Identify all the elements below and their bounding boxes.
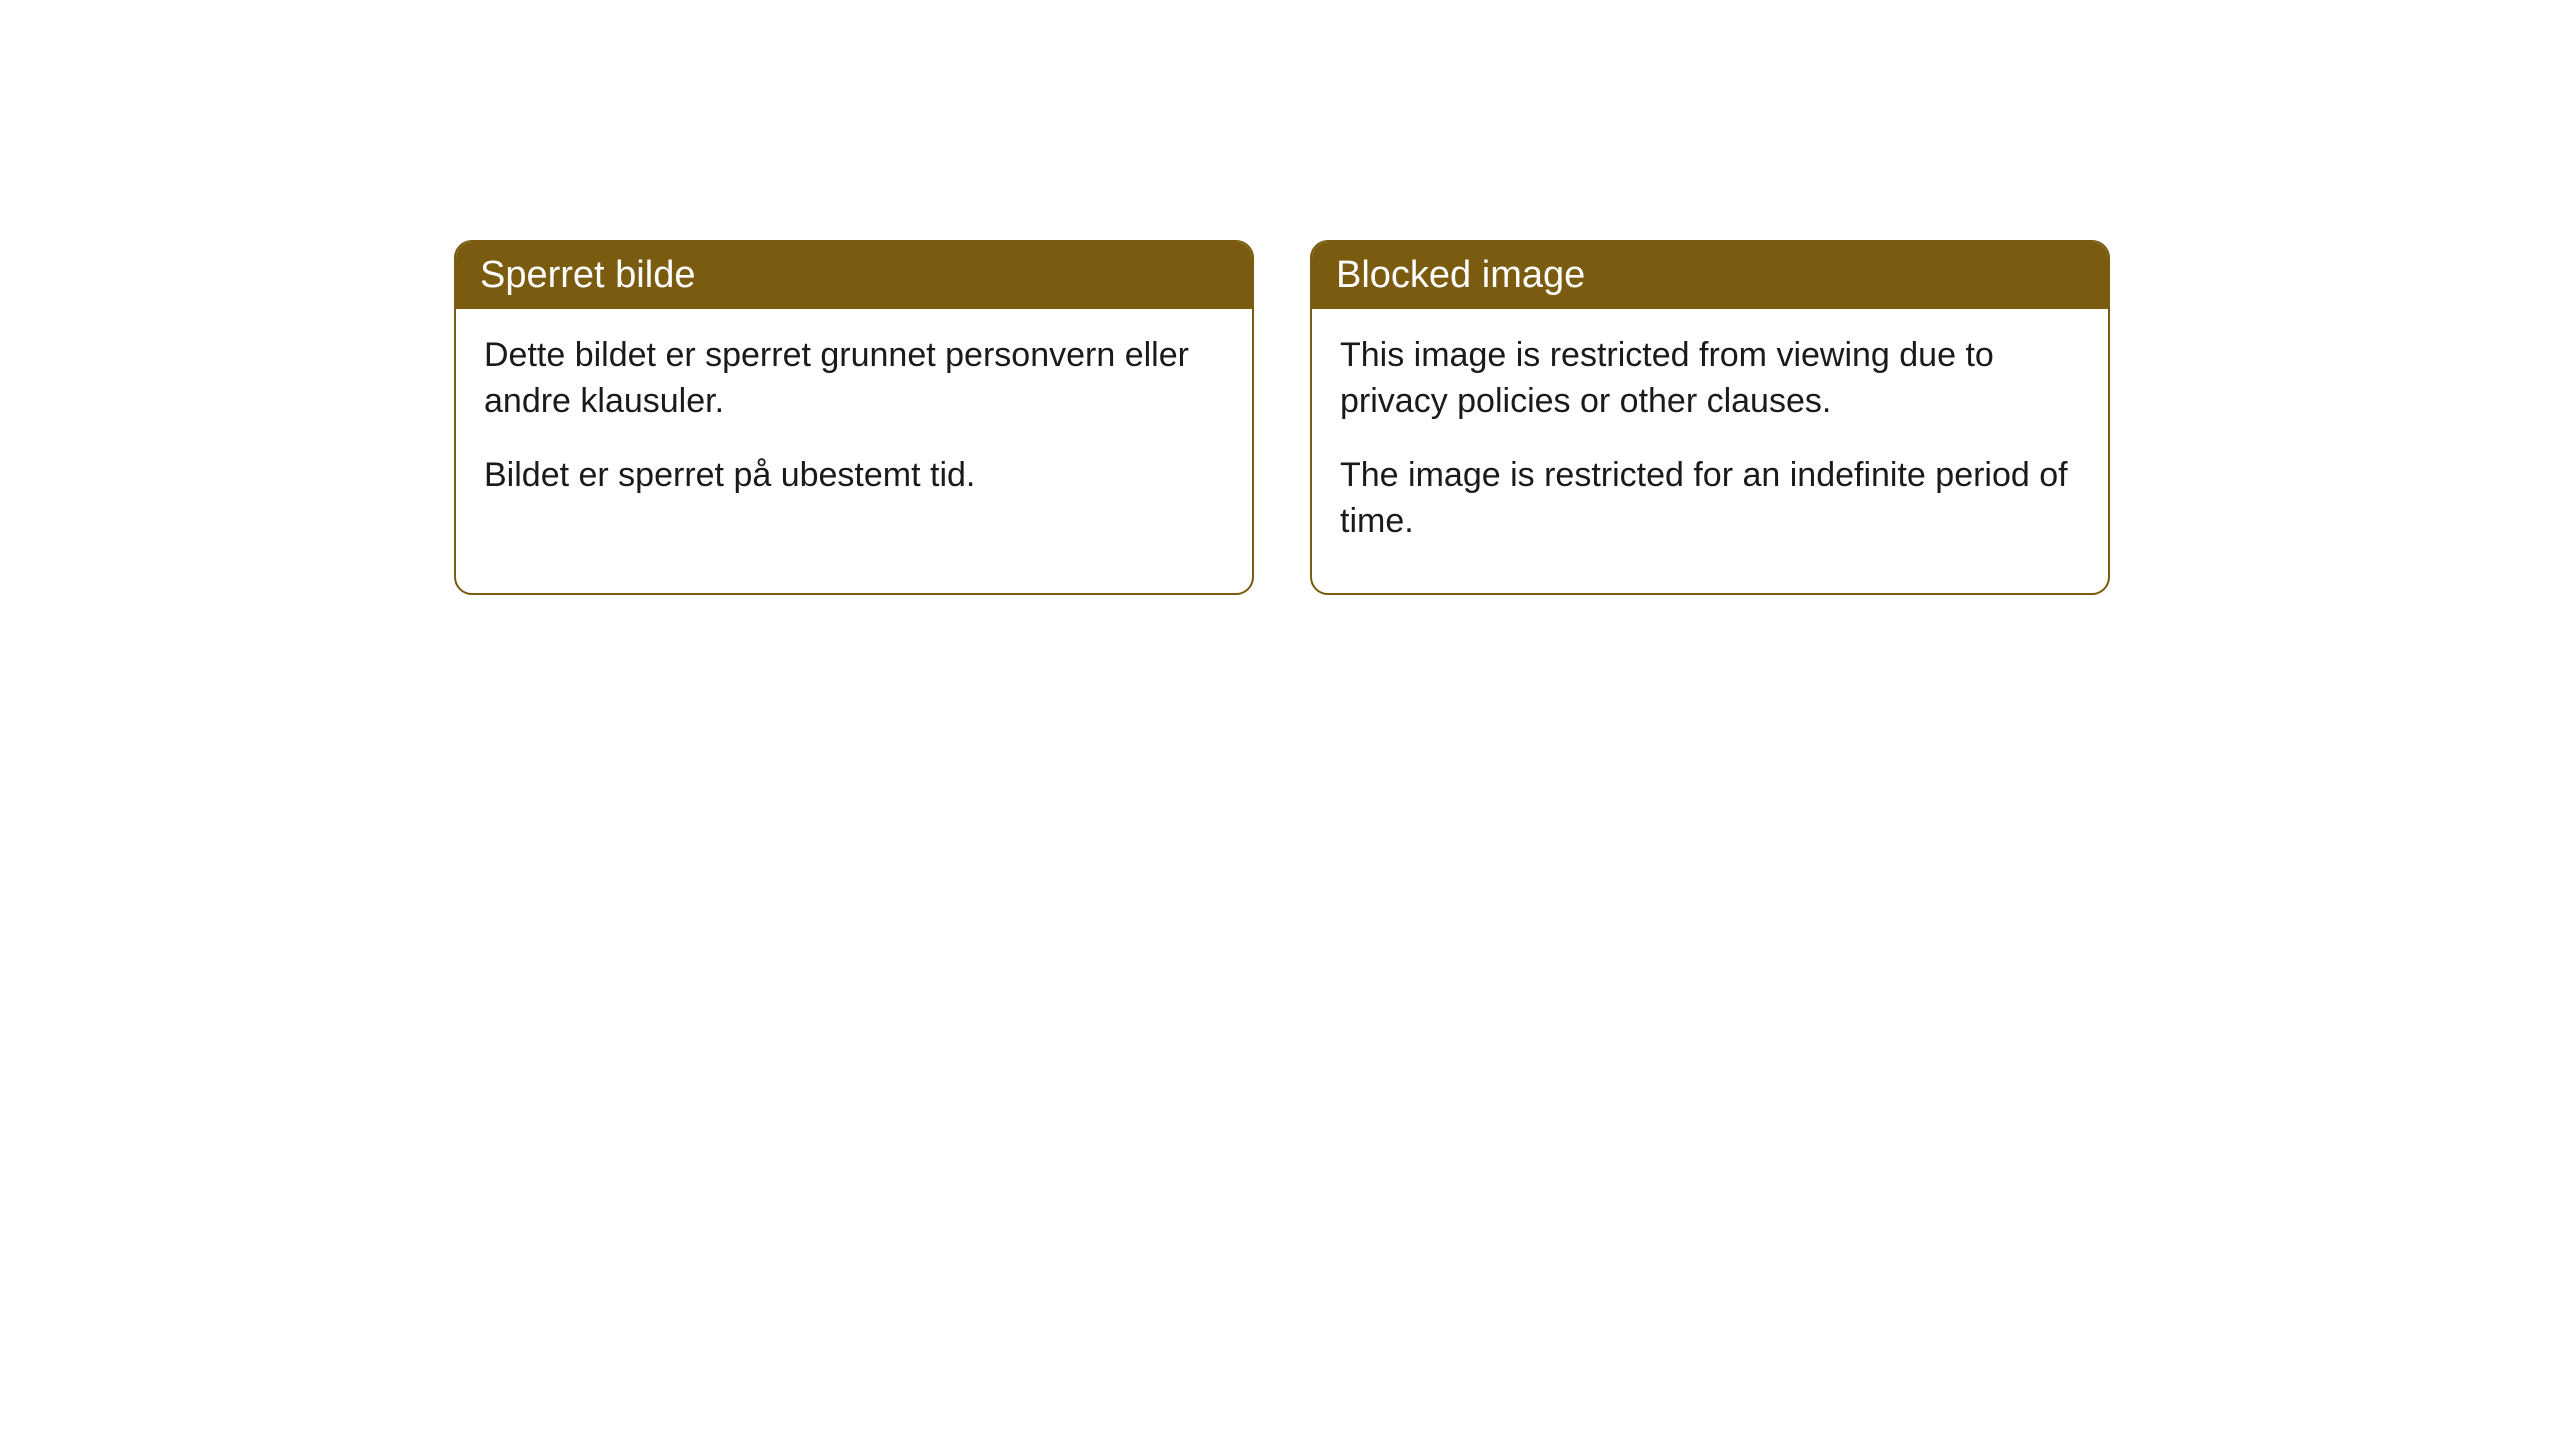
card-title: Sperret bilde <box>480 254 695 296</box>
card-body-english: This image is restricted from viewing du… <box>1312 309 2108 593</box>
card-title: Blocked image <box>1336 254 1585 296</box>
card-paragraph: This image is restricted from viewing du… <box>1340 333 2080 425</box>
card-paragraph: Dette bildet er sperret grunnet personve… <box>484 333 1224 425</box>
card-paragraph: The image is restricted for an indefinit… <box>1340 453 2080 545</box>
notice-cards-container: Sperret bilde Dette bildet er sperret gr… <box>454 240 2110 595</box>
notice-card-english: Blocked image This image is restricted f… <box>1310 240 2110 595</box>
card-header-norwegian: Sperret bilde <box>456 242 1252 309</box>
card-body-norwegian: Dette bildet er sperret grunnet personve… <box>456 309 1252 547</box>
notice-card-norwegian: Sperret bilde Dette bildet er sperret gr… <box>454 240 1254 595</box>
card-header-english: Blocked image <box>1312 242 2108 309</box>
card-paragraph: Bildet er sperret på ubestemt tid. <box>484 453 1224 499</box>
